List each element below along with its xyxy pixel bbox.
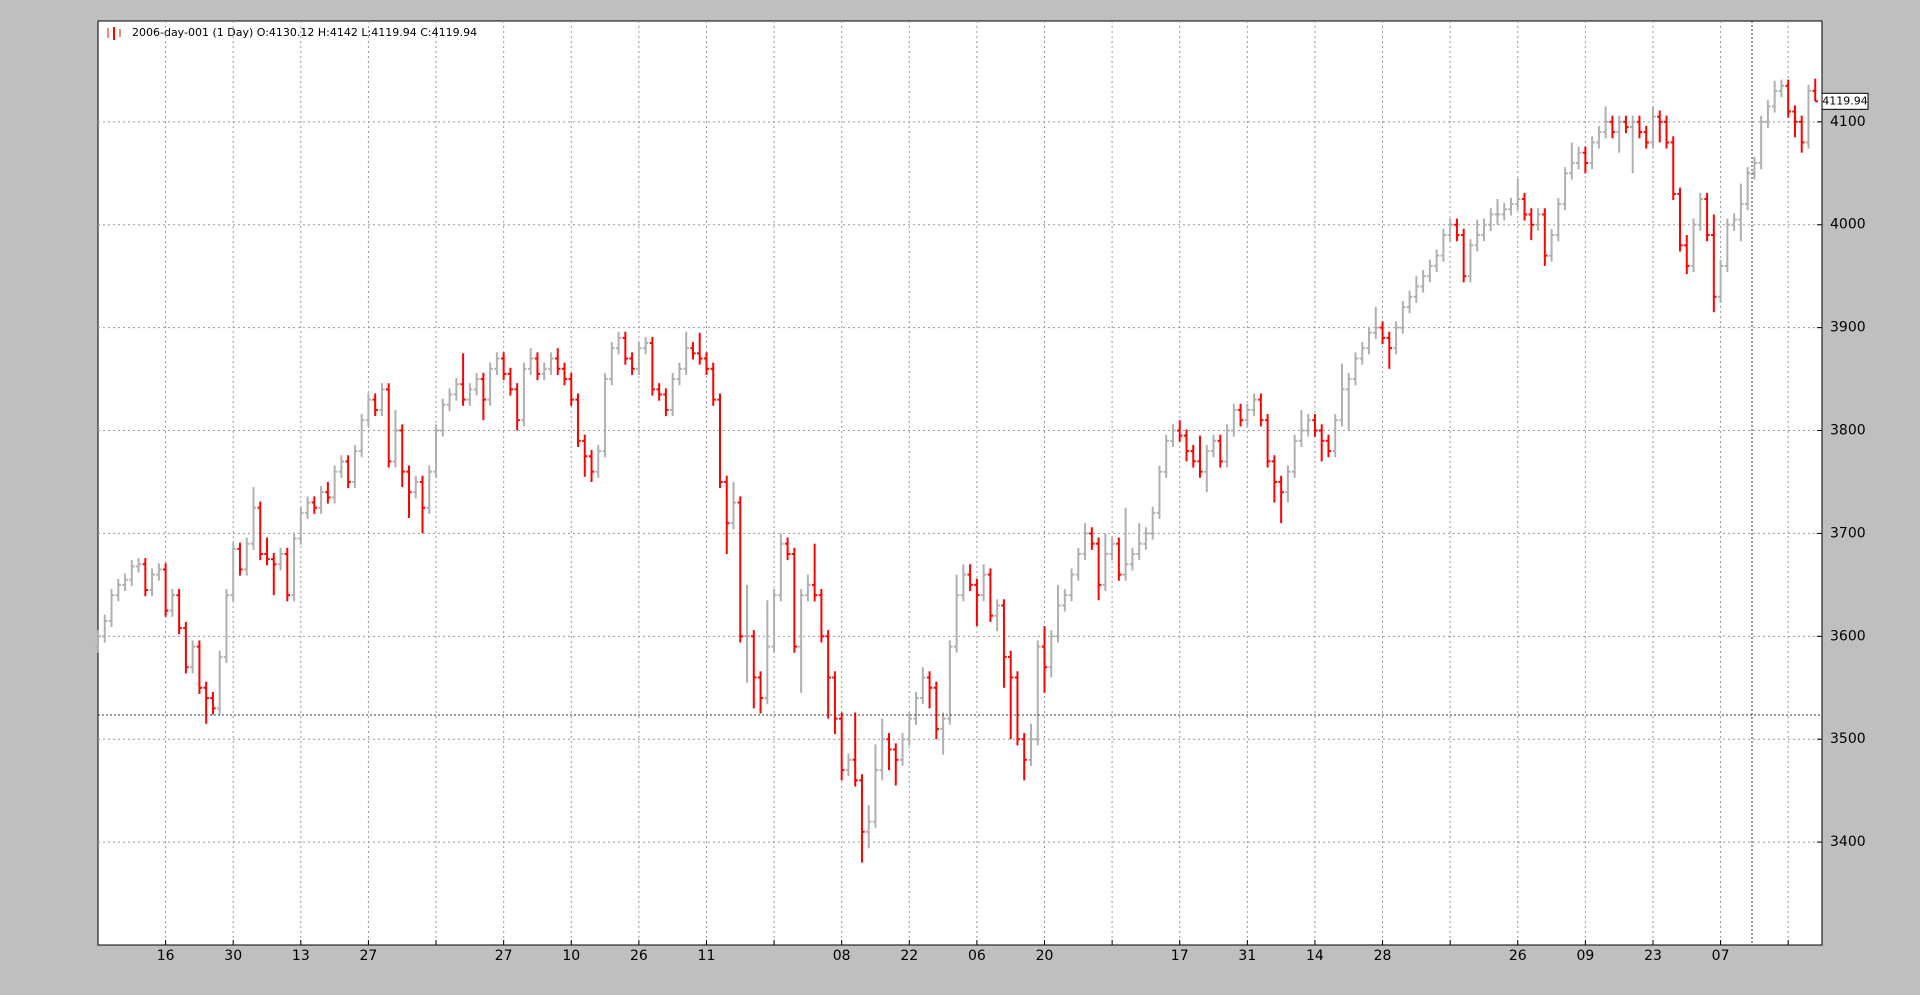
x-tick-label: 17 [1171,948,1189,964]
x-tick-label: 31 [1238,948,1256,964]
price-tag: 4119.94 [1822,94,1868,107]
x-tick-label: 26 [1509,948,1527,964]
price-tag-box [1821,92,1869,110]
x-tick-label: 09 [1576,948,1594,964]
x-tick-label: 20 [1036,948,1054,964]
x-tick-label: 13 [292,948,310,964]
x-tick-label: 28 [1374,948,1392,964]
x-tick-label: 14 [1306,948,1324,964]
legend-text: 2006-day-001 (1 Day) O:4130.12 H:4142 L:… [132,26,477,39]
x-tick-label: 16 [157,948,175,964]
y-tick-label: 3600 [1830,628,1866,644]
y-tick-label: 3700 [1830,525,1866,541]
x-tick-label: 11 [698,948,716,964]
x-tick-label: 10 [562,948,580,964]
y-tick-label: 3500 [1830,731,1866,747]
x-tick-label: 08 [833,948,851,964]
y-tick-label: 4100 [1830,114,1866,130]
x-tick-label: 30 [224,948,242,964]
legend-icon [107,27,121,40]
x-tick-label: 26 [630,948,648,964]
x-tick-label: 22 [900,948,918,964]
x-tick-label: 23 [1644,948,1662,964]
y-tick-label: 3800 [1830,423,1866,439]
x-tick-label: 07 [1712,948,1730,964]
x-tick-label: 06 [968,948,986,964]
x-tick-label: 27 [360,948,378,964]
y-tick-label: 3400 [1830,834,1866,850]
y-tick-label: 3900 [1830,320,1866,336]
plot-area [97,20,1823,946]
bars [95,78,1818,863]
y-tick-label: 4000 [1830,217,1866,233]
x-tick-label: 27 [495,948,513,964]
